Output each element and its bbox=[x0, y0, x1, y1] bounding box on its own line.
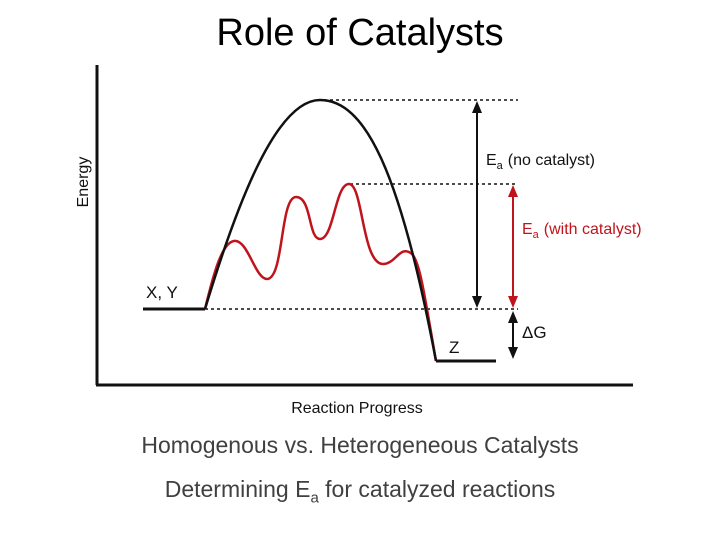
ea-with-catalyst-text: (with catalyst) bbox=[544, 221, 642, 238]
slide-title: Role of Catalysts bbox=[216, 12, 504, 54]
ea-with-catalyst-label: Ea (with catalyst) bbox=[522, 221, 642, 241]
subtitle-line-2-subscript: a bbox=[310, 489, 319, 507]
ea-with-catalyst-arrow-top bbox=[508, 185, 518, 197]
x-axis-label: Reaction Progress bbox=[291, 400, 423, 417]
y-axis-label: Energy bbox=[75, 157, 92, 208]
ea-no-catalyst-subscript: a bbox=[497, 160, 504, 172]
ea-no-catalyst-arrow-bottom bbox=[472, 296, 482, 308]
ea-no-catalyst-symbol: E bbox=[486, 152, 497, 169]
subtitle-line-2: Determining Ea for catalyzed reactions bbox=[0, 476, 720, 507]
catalyzed-curve bbox=[203, 182, 438, 362]
ea-no-catalyst-label: Ea (no catalyst) bbox=[486, 152, 595, 172]
uncatalyzed-curve bbox=[203, 98, 438, 362]
subtitle-line-2-prefix: Determining E bbox=[164, 476, 311, 502]
subtitle-line-1: Homogenous vs. Heterogeneous Catalysts bbox=[141, 432, 579, 458]
delta-g-arrow-bottom bbox=[508, 347, 518, 359]
ea-no-catalyst-arrow-top bbox=[472, 101, 482, 113]
delta-g-label: ΔG bbox=[522, 323, 547, 342]
subtitle-line-2-suffix: for catalyzed reactions bbox=[318, 476, 556, 502]
ea-with-catalyst-subscript: a bbox=[533, 229, 540, 241]
product-label: Z bbox=[449, 338, 459, 357]
delta-g-arrow-top bbox=[508, 311, 518, 323]
ea-no-catalyst-text: (no catalyst) bbox=[508, 152, 595, 169]
ea-with-catalyst-symbol: E bbox=[522, 221, 533, 238]
reactants-label: X, Y bbox=[146, 283, 178, 302]
ea-with-catalyst-arrow-bottom bbox=[508, 296, 518, 308]
